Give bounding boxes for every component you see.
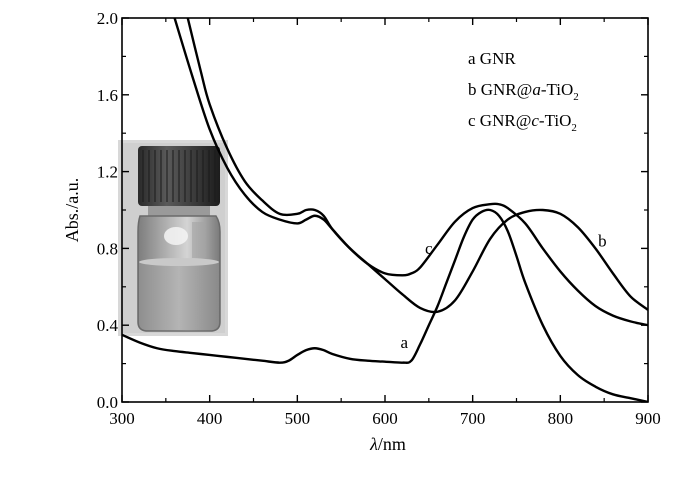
x-tick-label: 400	[197, 409, 223, 428]
y-tick-label: 1.2	[97, 163, 118, 182]
curve-label-b: b	[598, 231, 607, 250]
series-group	[122, 18, 648, 402]
axis-ticks	[121, 17, 649, 403]
x-axis-label: λ/nm	[369, 434, 406, 454]
x-tick-label: 600	[372, 409, 398, 428]
curve-labels: a b c	[401, 231, 607, 352]
series-line-c	[186, 18, 648, 327]
vial-neck	[148, 206, 210, 216]
y-tick-label: 1.6	[97, 86, 118, 105]
x-tick-label: 800	[548, 409, 574, 428]
vial-liquid	[139, 262, 219, 330]
liquid-surface	[139, 258, 219, 266]
curve-label-a: a	[401, 333, 409, 352]
x-tick-label: 300	[109, 409, 135, 428]
legend-entry-a: a GNR	[468, 49, 516, 68]
curve-label-c: c	[425, 239, 433, 258]
legend: a GNR b GNR@a-TiO2 c GNR@c-TiO2	[468, 49, 579, 134]
y-axis-label: Abs./a.u.	[62, 178, 82, 243]
legend-entry-c: c GNR@c-TiO2	[468, 111, 577, 134]
series-line-b	[173, 18, 648, 314]
x-tick-label: 700	[460, 409, 486, 428]
axis-tick-labels: 300 400 500 600 700 800 900 0.0 0.4 0.8 1.2 1.6 2.0	[97, 9, 661, 428]
y-tick-label: 0.0	[97, 393, 118, 412]
x-tick-label: 900	[635, 409, 661, 428]
glass-highlight	[164, 227, 188, 245]
y-tick-label: 0.8	[97, 239, 118, 258]
x-tick-label: 500	[285, 409, 311, 428]
vial-photo	[118, 140, 228, 336]
series-line-a	[122, 208, 648, 402]
y-tick-label: 2.0	[97, 9, 118, 28]
vial-label	[192, 222, 206, 258]
legend-entry-b: b GNR@a-TiO2	[468, 80, 579, 103]
vial-cap-ridges	[142, 150, 216, 202]
y-tick-label: 0.4	[97, 316, 119, 335]
